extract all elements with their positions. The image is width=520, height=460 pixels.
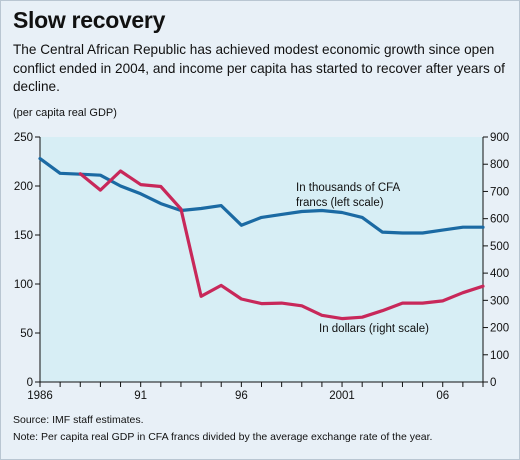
series-line-1 <box>38 157 485 235</box>
series-labels: In thousands of CFA francs (left scale) In… <box>296 182 429 335</box>
right-tick-label: 800 <box>490 159 509 171</box>
right-tick-label: 400 <box>490 268 509 280</box>
plot-area <box>40 137 483 382</box>
right-tick-label: 700 <box>490 186 509 198</box>
right-tick-label: 600 <box>490 214 509 226</box>
left-tick-label: 0 <box>27 377 33 389</box>
unit-label: (per capita real GDP) <box>13 107 117 119</box>
left-tick-label: 150 <box>14 230 33 242</box>
x-tick-label: 2001 <box>329 390 355 402</box>
x-axis: 1986 91 96 2001 06 <box>27 381 484 402</box>
series-label-1: In thousands of CFA <box>296 182 401 194</box>
left-axis: 0 50 100 150 200 250 <box>14 132 41 389</box>
right-tick-label: 300 <box>490 295 509 307</box>
left-tick-label: 100 <box>14 279 33 291</box>
x-tick-label: 06 <box>436 390 449 402</box>
right-tick-label: 900 <box>490 132 509 144</box>
series-label-1: francs (left scale) <box>296 197 384 209</box>
left-tick-label: 200 <box>14 181 33 193</box>
series-layer <box>38 157 485 321</box>
footnote: Note: Per capita real GDP in CFA francs … <box>13 431 433 443</box>
x-tick-label: 91 <box>134 390 147 402</box>
right-axis: 0 100 200 300 400 500 600 700 800 900 <box>482 132 509 389</box>
right-tick-label: 200 <box>490 323 509 335</box>
x-tick-label: 1986 <box>27 390 53 402</box>
series-label-2: In dollars (right scale) <box>319 323 429 335</box>
chart-subtitle: The Central African Republic has achieve… <box>13 42 505 94</box>
right-tick-label: 100 <box>490 350 509 362</box>
chart-title: Slow recovery <box>13 7 166 33</box>
left-tick-label: 50 <box>20 328 33 340</box>
left-tick-label: 250 <box>14 132 33 144</box>
source-note: Source: IMF staff estimates. <box>13 414 144 426</box>
x-tick-label: 96 <box>235 390 248 402</box>
series-line-2 <box>78 169 485 321</box>
right-tick-label: 0 <box>490 377 496 389</box>
right-tick-label: 500 <box>490 241 509 253</box>
